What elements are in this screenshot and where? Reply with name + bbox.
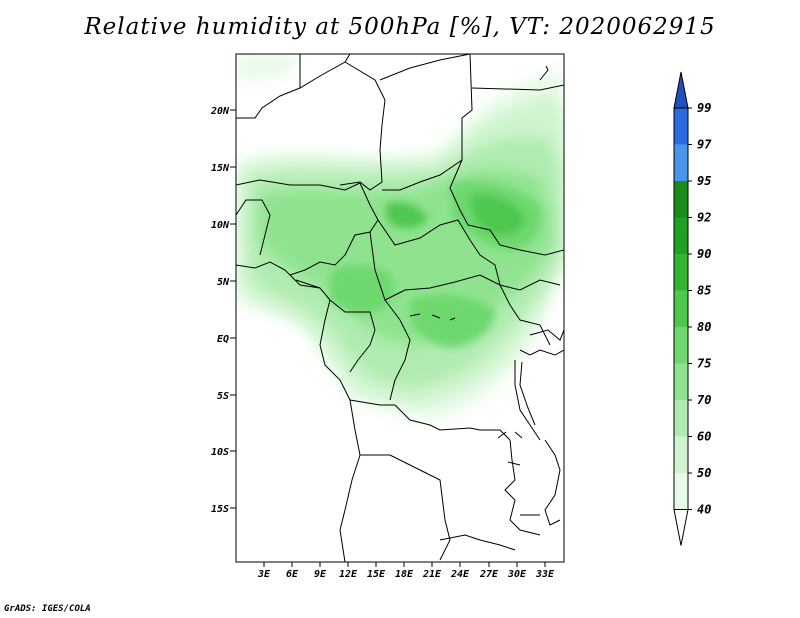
colorbar-label: 95 — [697, 174, 711, 188]
colorbar-label: 97 — [697, 138, 712, 152]
colorbar-label: 92 — [697, 211, 711, 225]
lon-label: 6E — [286, 569, 299, 580]
humidity-band-80-west — [385, 202, 428, 229]
humidity-band-80 — [470, 193, 525, 236]
lat-label: 10N — [211, 220, 230, 231]
lon-label: 33E — [535, 569, 555, 580]
lat-label: 15N — [211, 163, 230, 174]
humidity-band-75-south — [410, 294, 495, 348]
colorbar-label: 60 — [697, 430, 711, 444]
colorbar-bottom-arrow — [673, 509, 689, 546]
colorbar-label: 70 — [697, 393, 711, 407]
lon-label: 18E — [395, 569, 414, 580]
colorbar-label: 80 — [697, 320, 711, 334]
lat-label: 10S — [211, 447, 229, 458]
humidity-band-north — [236, 54, 300, 80]
colorbar-label: 85 — [697, 284, 711, 298]
latitude-axis: 20N 15N 10N 5N EQ 5S 10S 15S — [210, 106, 236, 515]
lon-label: 9E — [314, 569, 327, 580]
colorbar-segment — [674, 290, 688, 327]
lon-label: 12E — [339, 569, 358, 580]
colorbar-segment — [674, 400, 688, 437]
lat-label: EQ — [217, 334, 229, 345]
longitude-axis: 3E 6E 9E 12E 15E 18E 21E 24E 27E 30E 33E — [257, 562, 555, 580]
colorbar-segment — [674, 108, 688, 145]
chart-title: Relative humidity at 500hPa [%], VT: 202… — [84, 14, 716, 40]
lat-label: 15S — [211, 504, 229, 515]
colorbar-segment — [674, 473, 688, 510]
colorbar-segment — [674, 254, 688, 291]
colorbar-segment — [674, 436, 688, 473]
country-boundaries — [236, 54, 564, 562]
lat-label: 5N — [217, 277, 230, 288]
map-frame — [235, 53, 565, 563]
humidity-band-75 — [330, 265, 395, 314]
colorbar-label: 99 — [697, 101, 711, 115]
colorbar-top-arrow — [673, 71, 689, 109]
lon-label: 30E — [507, 569, 527, 580]
colorbar-segment — [674, 363, 688, 400]
colorbar-segment — [674, 144, 688, 181]
colorbar-label: 40 — [697, 503, 711, 517]
humidity-field — [236, 54, 564, 562]
lon-label: 24E — [450, 569, 470, 580]
lon-label: 15E — [367, 569, 386, 580]
colorbar: 99 97 95 92 90 85 80 75 70 60 50 40 — [673, 71, 712, 546]
lon-label: 21E — [422, 569, 442, 580]
lat-label: 20N — [210, 106, 230, 117]
colorbar-segment — [674, 217, 688, 254]
grads-credit: GrADS: IGES/COLA — [4, 604, 91, 614]
colorbar-segment — [674, 181, 688, 218]
colorbar-segment — [674, 327, 688, 364]
colorbar-label: 90 — [697, 247, 711, 261]
colorbar-label: 75 — [697, 357, 711, 371]
lon-label: 3E — [257, 569, 271, 580]
lon-label: 27E — [479, 569, 499, 580]
lat-label: 5S — [217, 391, 229, 402]
colorbar-label: 50 — [697, 466, 711, 480]
